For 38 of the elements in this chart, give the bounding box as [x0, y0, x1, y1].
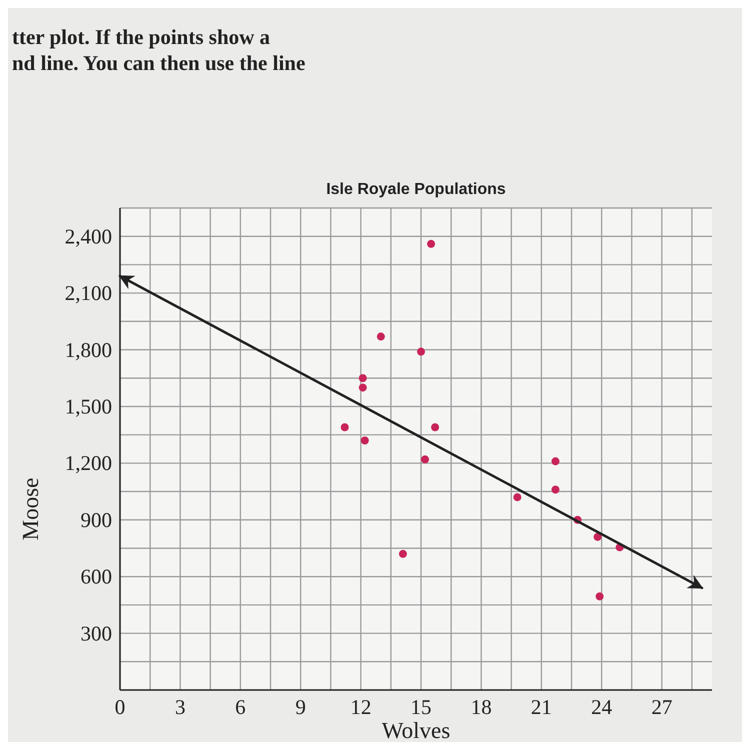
point: [551, 486, 560, 494]
point: [417, 348, 426, 356]
x-axis-title: Wolves: [382, 718, 450, 743]
point: [551, 457, 560, 466]
x-tick-label: 6: [235, 695, 246, 719]
point: [358, 384, 367, 392]
text: tter plot. If the points show a: [12, 25, 271, 49]
y-tick-label: 1,800: [64, 338, 112, 362]
x-tick-label: 18: [470, 695, 492, 719]
y-tick-label: 900: [80, 508, 112, 532]
x-tick-label: 3: [174, 695, 186, 719]
point: [594, 532, 602, 541]
x-tick-label: 9: [295, 695, 306, 719]
point: [513, 493, 522, 502]
point: [596, 592, 604, 600]
y-tick-label: 1,500: [64, 394, 112, 418]
point: [358, 374, 367, 382]
point: [360, 436, 369, 444]
x-tick-label: 24: [591, 695, 613, 719]
x-tick-label: 27: [651, 695, 672, 719]
chart-title: Isle Royale Populations: [326, 181, 506, 198]
x-tick-label: 21: [530, 695, 552, 719]
y-tick-label: 600: [80, 564, 112, 589]
y-tick-label: 2,400: [64, 224, 112, 248]
x-tick-label: 12: [350, 695, 372, 719]
y-axis-title: Moose: [18, 478, 43, 540]
point: [421, 455, 430, 464]
point: [427, 240, 436, 248]
x-tick-label: 0: [114, 695, 126, 719]
y-tick-label: 2,100: [64, 281, 112, 306]
x-tick-label: 15: [410, 695, 432, 719]
point: [340, 423, 349, 432]
y-tick-label: 1,200: [64, 451, 112, 476]
y-tick-label: 300: [80, 621, 112, 646]
point: [431, 423, 440, 432]
point: [398, 550, 407, 558]
point: [376, 332, 385, 341]
text: nd line. You can then use the line: [12, 51, 306, 75]
